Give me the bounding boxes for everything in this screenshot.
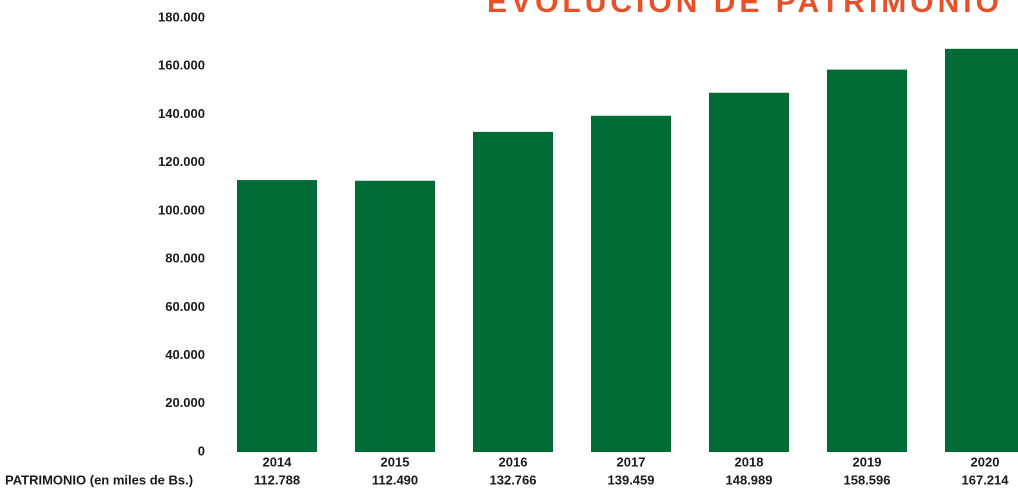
x-tick-label: 2014 — [263, 454, 293, 469]
x-tick-label: 2019 — [853, 454, 882, 469]
value-label: 132.766 — [490, 472, 537, 487]
bar — [709, 92, 789, 452]
x-tick-label: 2017 — [617, 454, 646, 469]
y-tick-label: 100.000 — [158, 202, 205, 217]
y-tick-label: 180.000 — [158, 9, 205, 24]
value-label: 139.459 — [608, 472, 655, 487]
bar — [473, 131, 553, 453]
row-label: PATRIMONIO (en miles de Bs.) — [5, 472, 193, 487]
x-tick-label: 2015 — [381, 454, 410, 469]
bar — [827, 69, 907, 452]
y-tick-label: 0 — [198, 443, 205, 458]
value-label: 112.490 — [372, 472, 418, 487]
y-tick-label: 80.000 — [165, 251, 205, 266]
value-label: 112.788 — [254, 472, 300, 487]
y-tick-label: 160.000 — [158, 58, 205, 73]
y-tick-label: 120.000 — [158, 154, 205, 169]
value-label: 148.989 — [726, 472, 773, 487]
y-tick-label: 20.000 — [165, 395, 205, 410]
chart-title: EVOLUCIÓN DE PATRIMONIO — [487, 0, 1003, 19]
value-label: 158.596 — [844, 472, 891, 487]
x-tick-label: 2018 — [735, 454, 764, 469]
value-label: 167.214 — [962, 472, 1010, 487]
bar — [355, 180, 435, 452]
x-tick-label: 2016 — [499, 454, 528, 469]
bar — [945, 48, 1018, 453]
x-tick-label: 2020 — [971, 454, 1000, 469]
y-tick-label: 60.000 — [165, 299, 205, 314]
y-tick-label: 40.000 — [165, 347, 205, 362]
y-tick-label: 140.000 — [158, 106, 205, 121]
bar — [591, 115, 671, 453]
bar — [237, 180, 317, 452]
